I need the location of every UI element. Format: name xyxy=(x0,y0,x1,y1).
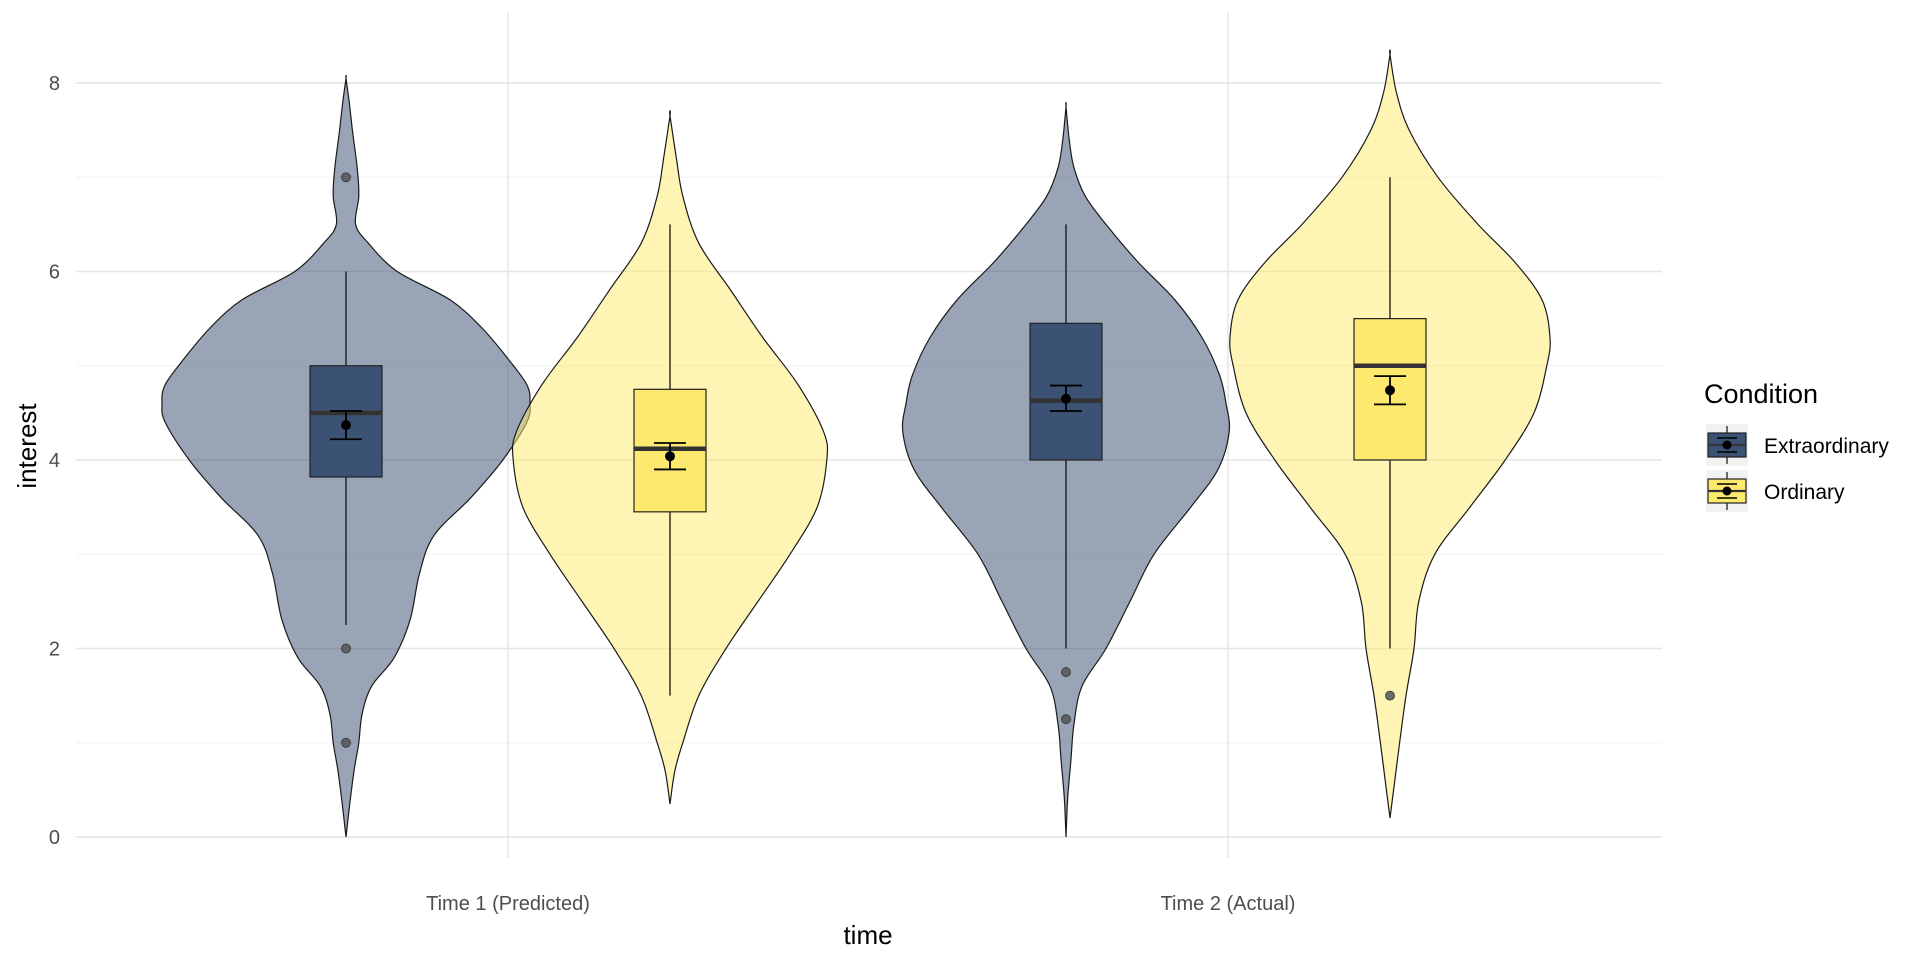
x-axis-title: time xyxy=(843,920,892,950)
y-tick-label: 6 xyxy=(49,262,60,284)
legend-key-mean xyxy=(1722,440,1732,450)
mean-point xyxy=(341,420,351,431)
outlier-point xyxy=(341,737,351,748)
y-tick-label: 4 xyxy=(49,450,60,472)
x-tick-label: Time 2 (Actual) xyxy=(1161,893,1296,915)
x-tick-label: Time 1 (Predicted) xyxy=(426,893,590,915)
outlier-point xyxy=(1061,667,1071,677)
mean-point xyxy=(1061,393,1071,404)
legend: Condition Extraordinary Ordinary xyxy=(1704,379,1889,512)
y-tick-label: 8 xyxy=(49,73,60,95)
outlier-point xyxy=(341,643,351,654)
legend-label: Extraordinary xyxy=(1764,435,1889,458)
outlier-point xyxy=(1385,690,1395,701)
y-tick-label: 2 xyxy=(49,639,60,661)
y-tick-label: 0 xyxy=(49,827,60,849)
axes: 0 2 4 6 8 Time 1 (Predicted) Time 2 (Actual) xyxy=(49,73,1296,915)
y-axis-title: interest xyxy=(12,403,42,489)
outlier-point xyxy=(341,172,351,183)
outlier-point xyxy=(1061,714,1071,725)
mean-point xyxy=(1385,385,1395,396)
boxplots xyxy=(309,172,1427,748)
mean-point xyxy=(665,451,675,462)
legend-key-mean xyxy=(1722,486,1732,496)
legend-label: Ordinary xyxy=(1764,481,1845,504)
legend-title: Condition xyxy=(1704,379,1818,409)
